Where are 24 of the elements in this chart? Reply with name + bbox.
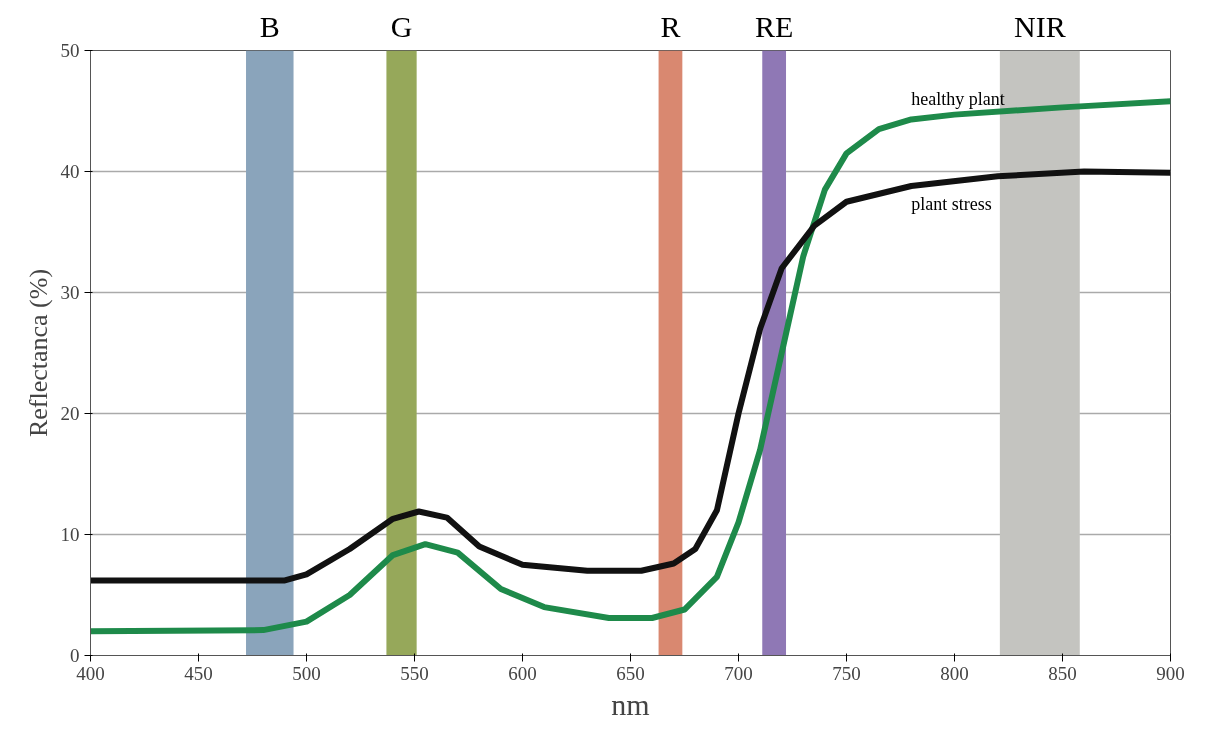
x-tick-label: 600 — [508, 662, 537, 684]
y-axis-title: Reflectanca (%) — [23, 268, 53, 438]
x-tick-label: 700 — [724, 662, 753, 684]
y-tick-label: 30 — [60, 282, 80, 303]
band-label: RE — [754, 9, 794, 43]
series-label: plant stress — [911, 194, 992, 215]
x-tick-label: 500 — [292, 662, 321, 684]
y-tick-label: 10 — [60, 524, 80, 545]
series-label: healthy plant — [911, 89, 1005, 110]
band-label: B — [259, 9, 280, 43]
x-tick-label: 750 — [832, 662, 861, 684]
band-label: NIR — [1013, 9, 1066, 43]
band-label: R — [660, 9, 681, 43]
x-tick-label: 800 — [940, 662, 969, 684]
x-tick-label: 550 — [400, 662, 429, 684]
y-tick-label: 40 — [60, 161, 80, 182]
x-tick-label: 900 — [1156, 662, 1185, 684]
x-tick-label: 650 — [616, 662, 645, 684]
y-tick-label: 50 — [60, 40, 80, 61]
band-label: G — [390, 9, 413, 43]
x-axis-title: nm — [611, 687, 650, 721]
x-tick-label: 850 — [1048, 662, 1077, 684]
y-tick-label: 20 — [60, 403, 80, 424]
x-tick-label: 450 — [184, 662, 213, 684]
